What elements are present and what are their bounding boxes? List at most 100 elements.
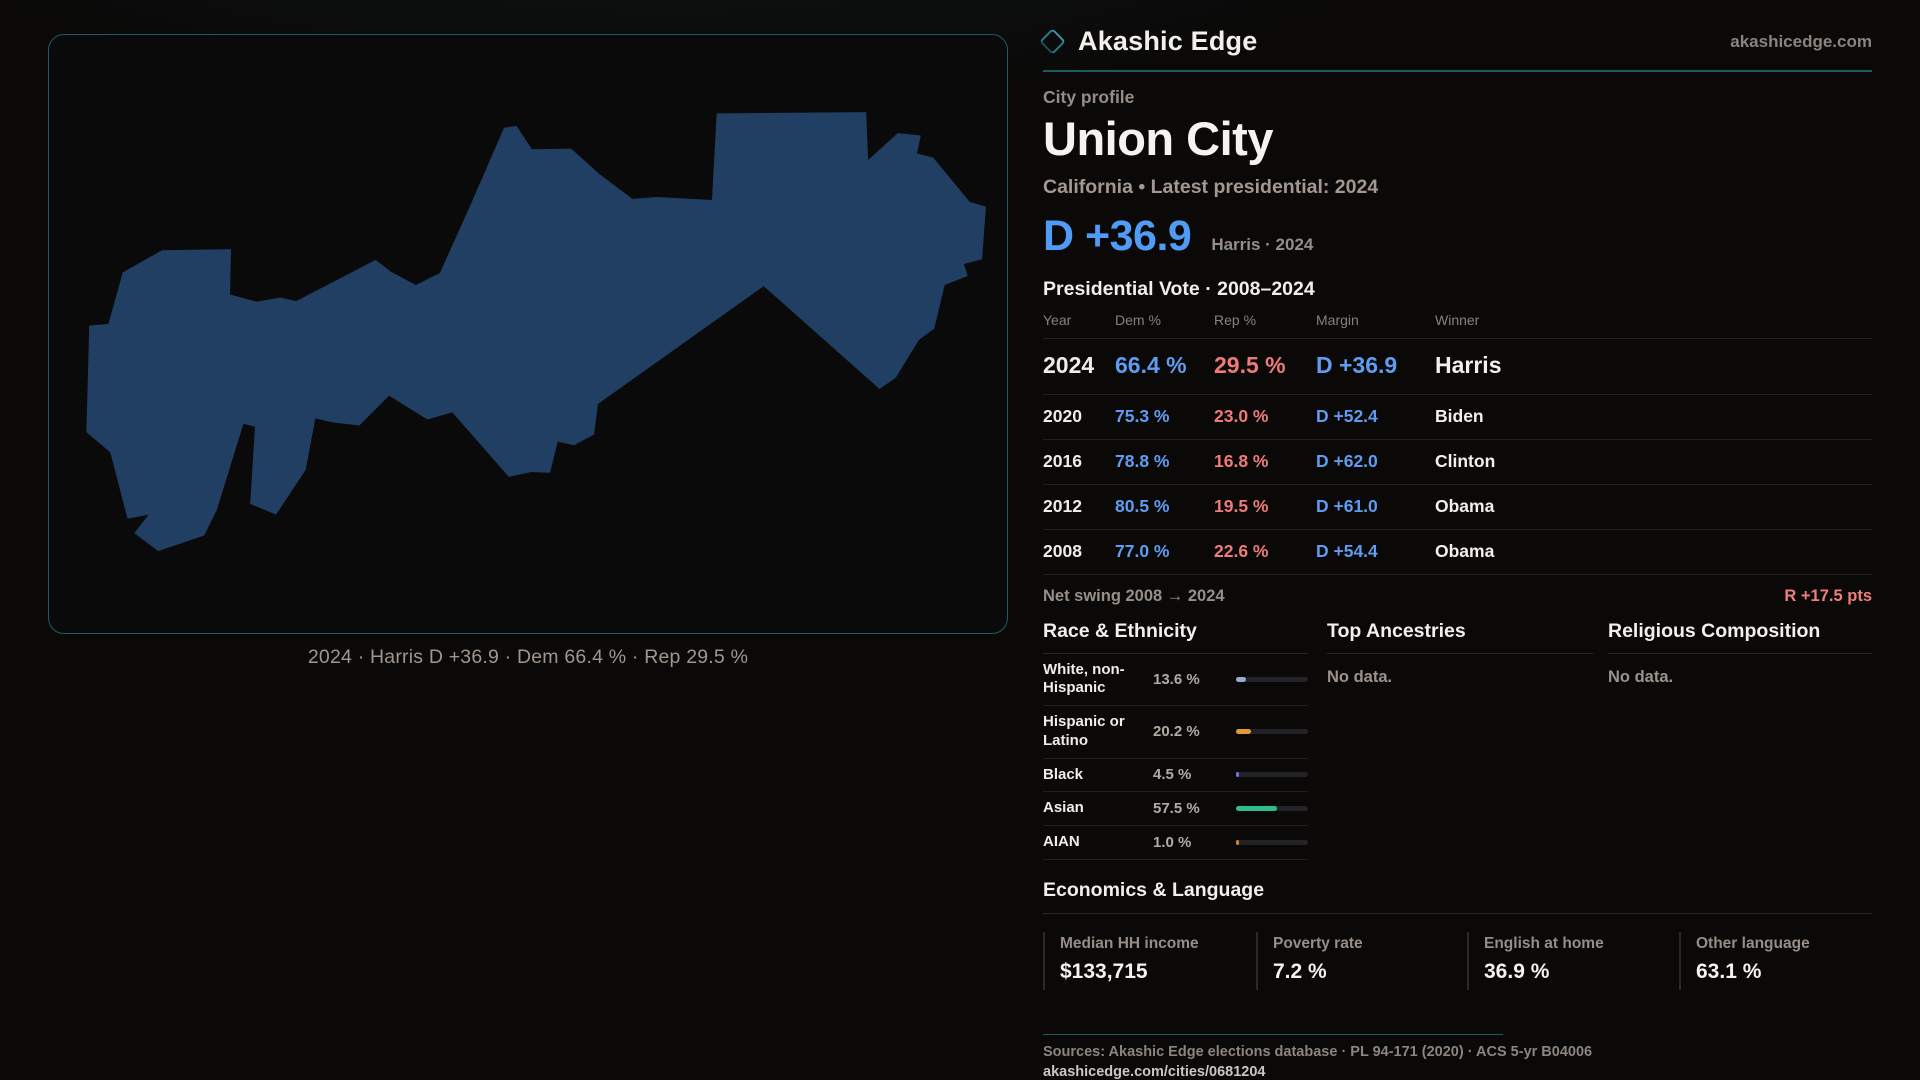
vote-col-header: Winner <box>1435 311 1480 328</box>
margin-context: Harris · 2024 <box>1211 234 1314 254</box>
economics-stats: Median HH income $133,715 Poverty rate 7.2 … <box>1043 931 1872 990</box>
vote-row-2016: 2016 78.8 % 16.8 % D +62.0 Clinton <box>1043 440 1872 485</box>
econ-stat-label: Poverty rate <box>1273 934 1363 952</box>
vote-winner: Harris <box>1435 351 1502 378</box>
econ-stat-value: 7.2 % <box>1273 959 1327 983</box>
vote-year: 2020 <box>1043 405 1082 426</box>
vote-rep-pct: 22.6 % <box>1214 540 1269 561</box>
race-bar-track <box>1236 839 1308 845</box>
header: Akashic Edge akashicedge.com <box>1039 26 1872 57</box>
race-bar-fill <box>1236 806 1278 812</box>
econ-stat: Other language 63.1 % <box>1679 931 1872 990</box>
race-label: Asian <box>1043 799 1084 817</box>
vote-year: 2008 <box>1043 540 1082 561</box>
vote-row-2024: 2024 66.4 % 29.5 % D +36.9 Harris <box>1043 339 1872 395</box>
race-row: Hispanic or Latino 20.2 % <box>1043 706 1308 759</box>
race-ethnicity-list: White, non-Hispanic 13.6 % Hispanic or Lat… <box>1043 654 1308 860</box>
race-row: Black 4.5 % <box>1043 759 1308 793</box>
net-swing-label: Net swing 2008 → 2024 <box>1043 586 1225 605</box>
vote-dem-pct: 77.0 % <box>1115 540 1170 561</box>
vote-winner: Biden <box>1435 405 1484 426</box>
race-bar-fill <box>1236 772 1240 778</box>
vote-margin: D +54.4 <box>1316 540 1378 561</box>
religious-composition-empty: No data. <box>1608 667 1674 686</box>
page-subtitle: California • Latest presidential: 2024 <box>1043 175 1379 198</box>
vote-rep-pct: 23.0 % <box>1214 405 1269 426</box>
vote-table-title: Presidential Vote · 2008–2024 <box>1043 277 1315 300</box>
vote-margin: D +62.0 <box>1316 450 1378 471</box>
race-value: 20.2 % <box>1153 723 1200 741</box>
vote-winner: Obama <box>1435 495 1495 516</box>
header-divider <box>1043 70 1872 72</box>
footer: Sources: Akashic Edge elections database… <box>1043 1033 1872 1080</box>
vote-year: 2016 <box>1043 450 1082 471</box>
brand-name: Akashic Edge <box>1078 26 1258 56</box>
vote-dem-pct: 80.5 % <box>1115 495 1170 516</box>
vote-margin: D +36.9 <box>1316 351 1398 378</box>
econ-stat: Median HH income $133,715 <box>1043 931 1256 990</box>
vote-margin: D +52.4 <box>1316 405 1378 426</box>
vote-row-2008: 2008 77.0 % 22.6 % D +54.4 Obama <box>1043 530 1872 575</box>
vote-col-header: Rep % <box>1214 311 1257 328</box>
vote-winner: Clinton <box>1435 450 1496 471</box>
top-ancestries-empty: No data. <box>1327 667 1393 686</box>
vote-col-header: Dem % <box>1115 311 1161 328</box>
footer-permalink[interactable]: akashicedge.com/cities/0681204 <box>1043 1064 1266 1080</box>
econ-stat-value: $133,715 <box>1060 959 1148 983</box>
race-label: AIAN <box>1043 833 1080 850</box>
city-boundary-shape[interactable] <box>86 112 986 552</box>
demographics-section: Race & Ethnicity White, non-Hispanic 13.6… <box>1043 620 1872 860</box>
footer-sources: Sources: Akashic Edge elections database… <box>1043 1044 1593 1061</box>
race-label: Black <box>1043 765 1084 783</box>
economics-title: Economics & Language <box>1043 878 1265 901</box>
net-swing-row: Net swing 2008 → 2024 R +17.5 pts <box>1043 575 1872 616</box>
econ-stat-label: Median HH income <box>1060 934 1199 952</box>
vote-year: 2024 <box>1043 351 1095 378</box>
econ-stat-label: English at home <box>1484 934 1604 952</box>
brand: Akashic Edge <box>1039 26 1258 57</box>
race-label: White, non-Hispanic <box>1043 660 1125 697</box>
map-caption: 2024 · Harris D +36.9 · Dem 66.4 % · Rep… <box>307 646 749 668</box>
race-bar-fill <box>1236 676 1246 682</box>
race-bar-track <box>1236 729 1308 735</box>
econ-stat-value: 63.1 % <box>1696 959 1762 983</box>
vote-dem-pct: 78.8 % <box>1115 450 1170 471</box>
race-value: 13.6 % <box>1153 670 1200 688</box>
top-ancestries-title: Top Ancestries <box>1327 620 1593 654</box>
econ-stat-value: 36.9 % <box>1484 959 1550 983</box>
vote-table-body: 2024 66.4 % 29.5 % D +36.9 Harris 2020 75.3 % 2… <box>1043 339 1872 575</box>
city-map-panel <box>48 34 1008 634</box>
race-value: 4.5 % <box>1153 766 1192 784</box>
race-value: 1.0 % <box>1153 833 1192 851</box>
race-value: 57.5 % <box>1153 800 1200 818</box>
vote-table: Year Dem % Rep % Margin Winner 2024 66.4 % 29.… <box>1043 312 1872 616</box>
race-bar-fill <box>1236 729 1251 735</box>
vote-margin: D +61.0 <box>1316 495 1378 516</box>
page-title: Union City <box>1043 111 1273 165</box>
race-ethnicity-title: Race & Ethnicity <box>1043 620 1308 654</box>
vote-dem-pct: 66.4 % <box>1115 351 1187 378</box>
city-profile-panel: Akashic Edge akashicedge.com City profil… <box>1039 26 1872 1080</box>
race-ethnicity-column: Race & Ethnicity White, non-Hispanic 13.6… <box>1043 620 1308 860</box>
vote-col-header: Margin <box>1316 311 1359 328</box>
religious-composition-column: Religious Composition No data. <box>1608 620 1872 860</box>
economics-divider <box>1043 912 1872 914</box>
city-map <box>86 112 986 552</box>
vote-table-header: Year Dem % Rep % Margin Winner <box>1043 312 1872 339</box>
race-bar-track <box>1236 806 1308 812</box>
vote-rep-pct: 19.5 % <box>1214 495 1269 516</box>
econ-stat-label: Other language <box>1696 934 1810 952</box>
site-domain-link[interactable]: akashicedge.com <box>1730 31 1872 51</box>
page-kicker: City profile <box>1043 86 1135 107</box>
race-row: AIAN 1.0 % <box>1043 826 1308 860</box>
vote-col-header: Year <box>1043 311 1072 328</box>
race-bar-fill <box>1236 839 1239 845</box>
top-ancestries-column: Top Ancestries No data. <box>1327 620 1593 860</box>
race-row: Asian 57.5 % <box>1043 792 1308 826</box>
econ-stat: Poverty rate 7.2 % <box>1256 931 1467 990</box>
margin-headline: D +36.9 Harris · 2024 <box>1043 212 1872 261</box>
margin-value: D +36.9 <box>1043 211 1192 260</box>
race-label: Hispanic or Latino <box>1043 713 1125 749</box>
vote-year: 2012 <box>1043 495 1082 516</box>
vote-rep-pct: 29.5 % <box>1214 351 1286 378</box>
